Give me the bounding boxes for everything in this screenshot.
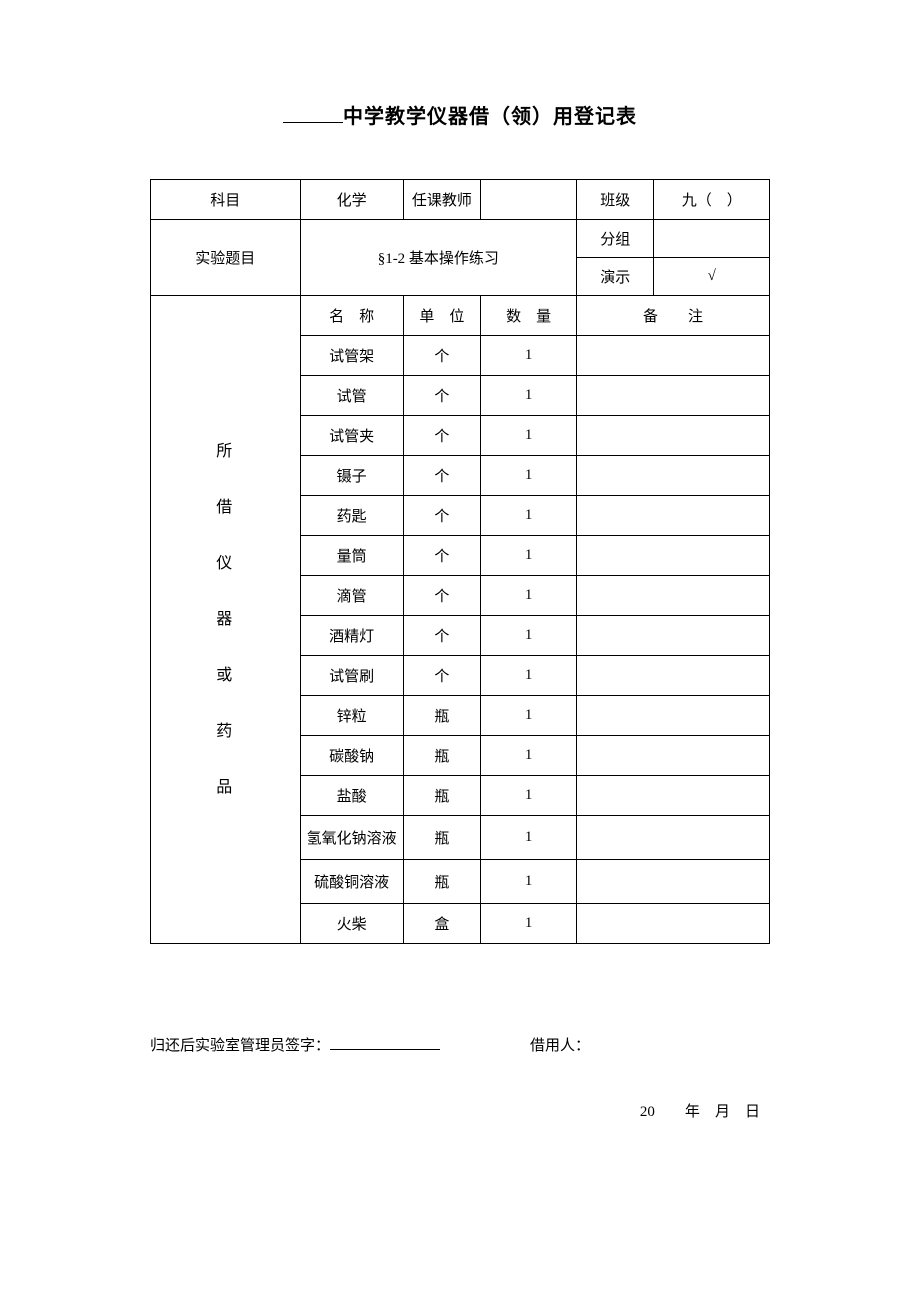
item-qty: 1: [481, 536, 577, 576]
experiment-label: 实验题目: [151, 220, 301, 296]
item-name: 试管夹: [300, 416, 403, 456]
item-name: 药匙: [300, 496, 403, 536]
class-label: 班级: [577, 180, 654, 220]
experiment-value: §1-2 基本操作练习: [300, 220, 576, 296]
item-qty: 1: [481, 456, 577, 496]
item-unit: 瓶: [403, 776, 480, 816]
columns-header-row: 所借仪器或药品 名 称 单 位 数 量 备 注: [151, 296, 770, 336]
title-suffix: 中学教学仪器借（领）用登记表: [343, 106, 637, 128]
item-name: 滴管: [300, 576, 403, 616]
item-name: 锌粒: [300, 696, 403, 736]
footer-line-1: 归还后实验室管理员签字： 借用人：: [150, 1034, 770, 1055]
item-qty: 1: [481, 616, 577, 656]
item-note[interactable]: [577, 536, 770, 576]
item-name: 火柴: [300, 904, 403, 944]
item-qty: 1: [481, 576, 577, 616]
item-unit: 个: [403, 416, 480, 456]
item-name: 硫酸铜溶液: [300, 860, 403, 904]
item-qty: 1: [481, 860, 577, 904]
item-qty: 1: [481, 816, 577, 860]
item-name: 试管刷: [300, 656, 403, 696]
item-note[interactable]: [577, 376, 770, 416]
subject-label: 科目: [151, 180, 301, 220]
header-row-1: 科目 化学 任课教师 班级 九（ ）: [151, 180, 770, 220]
item-unit: 个: [403, 336, 480, 376]
item-note[interactable]: [577, 736, 770, 776]
item-unit: 瓶: [403, 736, 480, 776]
demo-value[interactable]: √: [654, 258, 770, 296]
item-unit: 个: [403, 576, 480, 616]
item-note[interactable]: [577, 696, 770, 736]
item-name: 试管: [300, 376, 403, 416]
item-note[interactable]: [577, 904, 770, 944]
group-value[interactable]: [654, 220, 770, 258]
col-unit-header: 单 位: [403, 296, 480, 336]
item-unit: 个: [403, 656, 480, 696]
teacher-label: 任课教师: [403, 180, 480, 220]
item-qty: 1: [481, 736, 577, 776]
item-note[interactable]: [577, 416, 770, 456]
item-name: 试管架: [300, 336, 403, 376]
item-name: 盐酸: [300, 776, 403, 816]
item-name: 量筒: [300, 536, 403, 576]
title-blank[interactable]: [283, 122, 343, 123]
item-unit: 瓶: [403, 860, 480, 904]
sign-blank[interactable]: [330, 1049, 440, 1050]
item-note[interactable]: [577, 616, 770, 656]
registration-table: 科目 化学 任课教师 班级 九（ ） 实验题目 §1-2 基本操作练习 分组 演…: [150, 179, 770, 944]
demo-label: 演示: [577, 258, 654, 296]
items-sidebar-label: 所借仪器或药品: [151, 296, 301, 944]
borrower-label: 借用人：: [530, 1034, 590, 1055]
item-note[interactable]: [577, 656, 770, 696]
item-unit: 瓶: [403, 816, 480, 860]
item-qty: 1: [481, 376, 577, 416]
item-qty: 1: [481, 696, 577, 736]
item-unit: 盒: [403, 904, 480, 944]
sign-label-text: 归还后实验室管理员签字：: [150, 1038, 330, 1054]
item-qty: 1: [481, 336, 577, 376]
item-note[interactable]: [577, 860, 770, 904]
item-qty: 1: [481, 904, 577, 944]
item-qty: 1: [481, 496, 577, 536]
page-title: 中学教学仪器借（领）用登记表: [150, 100, 770, 129]
item-name: 氢氧化钠溶液: [300, 816, 403, 860]
item-qty: 1: [481, 416, 577, 456]
item-note[interactable]: [577, 576, 770, 616]
footer-date: 20 年 月 日: [150, 1100, 770, 1121]
item-note[interactable]: [577, 456, 770, 496]
col-note-header: 备 注: [577, 296, 770, 336]
date-month: 月: [715, 1104, 730, 1120]
signer-label: 归还后实验室管理员签字：: [150, 1034, 440, 1055]
item-unit: 个: [403, 616, 480, 656]
item-note[interactable]: [577, 816, 770, 860]
date-year: 年: [685, 1104, 700, 1120]
item-unit: 瓶: [403, 696, 480, 736]
item-unit: 个: [403, 376, 480, 416]
item-note[interactable]: [577, 776, 770, 816]
item-unit: 个: [403, 456, 480, 496]
item-name: 镊子: [300, 456, 403, 496]
class-value[interactable]: 九（ ）: [654, 180, 770, 220]
item-unit: 个: [403, 496, 480, 536]
date-prefix: 20: [640, 1104, 655, 1120]
header-row-2a: 实验题目 §1-2 基本操作练习 分组: [151, 220, 770, 258]
group-label: 分组: [577, 220, 654, 258]
footer: 归还后实验室管理员签字： 借用人： 20 年 月 日: [150, 1034, 770, 1121]
item-qty: 1: [481, 656, 577, 696]
item-qty: 1: [481, 776, 577, 816]
col-qty-header: 数 量: [481, 296, 577, 336]
col-name-header: 名 称: [300, 296, 403, 336]
date-day: 日: [745, 1104, 760, 1120]
teacher-value[interactable]: [481, 180, 577, 220]
item-note[interactable]: [577, 336, 770, 376]
item-name: 酒精灯: [300, 616, 403, 656]
subject-value: 化学: [300, 180, 403, 220]
item-note[interactable]: [577, 496, 770, 536]
item-unit: 个: [403, 536, 480, 576]
item-name: 碳酸钠: [300, 736, 403, 776]
